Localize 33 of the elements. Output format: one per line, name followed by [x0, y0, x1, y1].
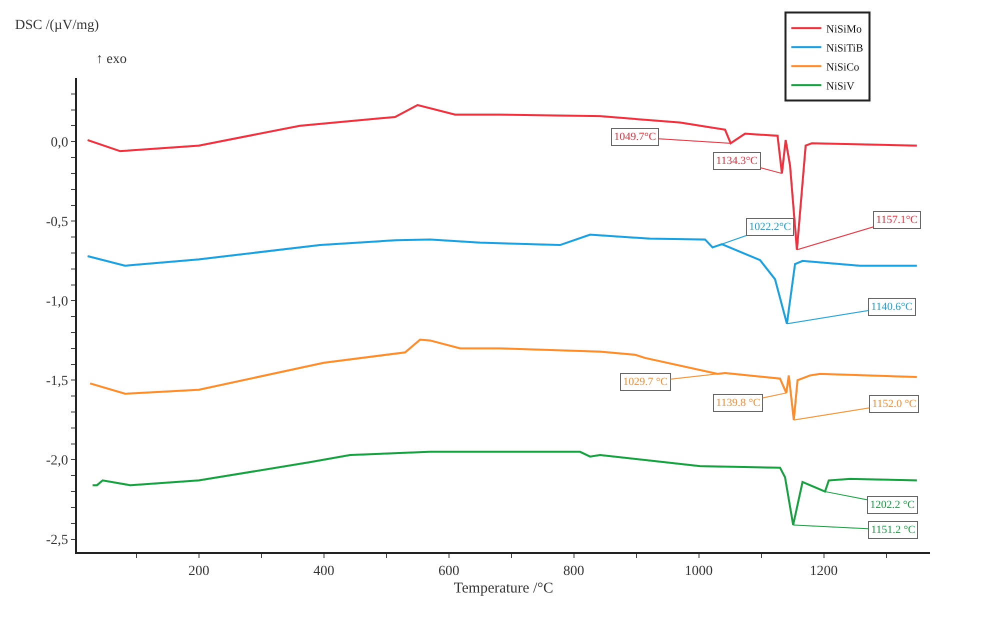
- annotation: 1134.3°C: [716, 155, 758, 167]
- legend-label: NiSiMo: [826, 23, 862, 36]
- y-tick-label: -1,5: [46, 374, 68, 390]
- legend-label: NiSiCo: [826, 61, 860, 74]
- x-axis-title: Temperature /°C: [454, 580, 554, 596]
- annotation: 1151.2 °C: [871, 524, 916, 536]
- annotation: 1022.2°C: [749, 221, 791, 233]
- legend-label: NiSiV: [826, 80, 854, 92]
- annotation: 1140.6°C: [871, 301, 913, 313]
- x-tick-label: 600: [438, 564, 460, 579]
- y-tick-label: -0,5: [46, 215, 68, 230]
- annotation: 1049.7°C: [614, 131, 656, 143]
- text: ↑ exo: [96, 52, 127, 67]
- line-series: [86, 104, 918, 251]
- annotation: 1029.7 °C: [623, 376, 668, 388]
- x-tick-label: 400: [313, 564, 334, 579]
- annotation: 1157.1°C: [876, 214, 918, 226]
- x-tick-label: 800: [563, 564, 584, 579]
- line-series: [89, 338, 918, 421]
- legend-label: NiSiTiB: [826, 42, 864, 54]
- annotation: 1152.0 °C: [872, 398, 916, 410]
- x-tick-label: 1000: [684, 564, 713, 579]
- y-axis-title: DSC /(µV/mg): [15, 18, 100, 33]
- line-series: [86, 234, 918, 325]
- y-tick-label: -1,0: [46, 294, 68, 310]
- y-tick-label: -2,0: [46, 454, 68, 469]
- annotation: 1139.8 °C: [716, 397, 760, 409]
- line-series: [92, 450, 918, 526]
- annotation: 1202.2 °C: [870, 499, 915, 511]
- x-tick-label: 1200: [810, 564, 838, 579]
- y-tick-label: -2,5: [46, 533, 68, 548]
- y-tick-label: 0,0: [50, 136, 68, 151]
- x-tick-label: 200: [188, 564, 210, 579]
